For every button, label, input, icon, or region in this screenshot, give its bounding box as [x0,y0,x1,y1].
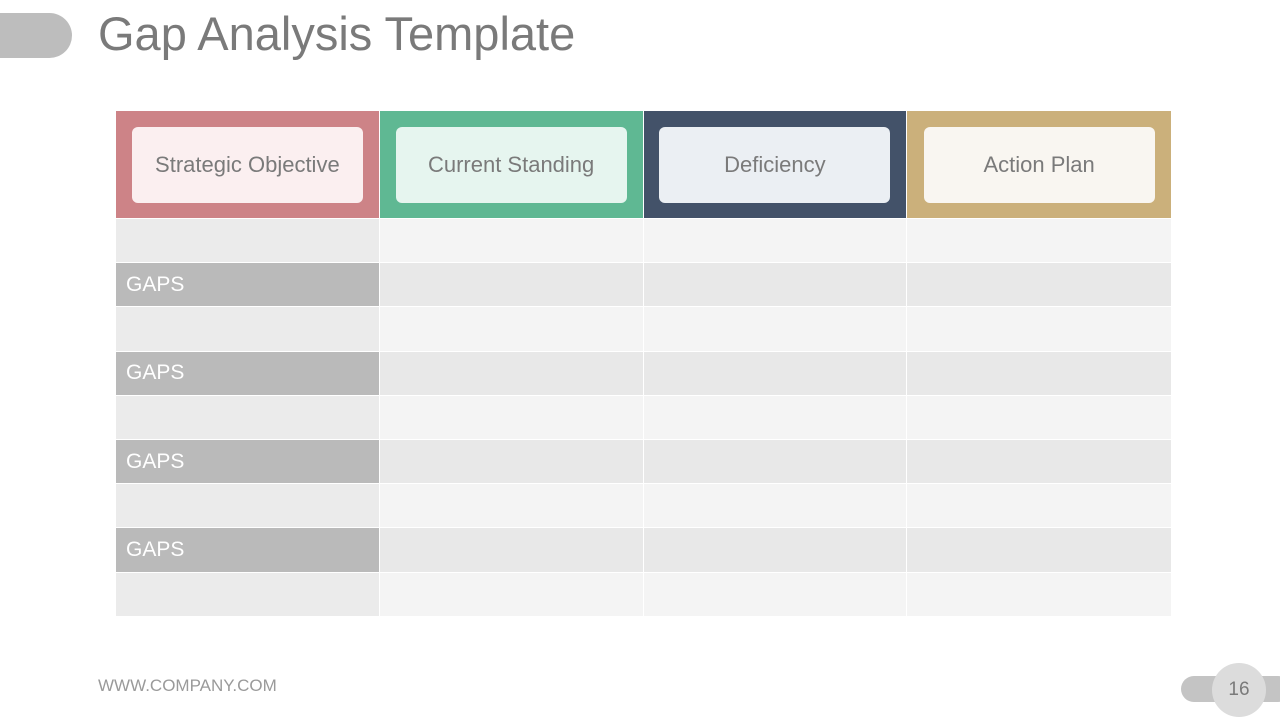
row-label-cell [116,572,380,616]
table-cell [643,528,908,572]
table-cell [643,351,908,395]
gaps-label-cell: GAPS [116,263,380,307]
table-row: GAPS [116,262,1171,307]
table-cell [907,219,1171,263]
header-label-deficiency: Deficiency [659,126,891,203]
table-cell [907,484,1171,528]
table-cell [379,219,644,263]
table-cell [379,395,644,439]
header-cell-action-plan: Action Plan [907,111,1171,218]
header-cell-strategic-objective: Strategic Objective [116,111,380,218]
gaps-label-cell: GAPS [116,528,380,572]
table-cell [643,484,908,528]
footer-website: WWW.COMPANY.COM [98,676,277,695]
header-label-strategic-objective: Strategic Objective [131,126,363,203]
row-label-cell [116,219,380,263]
table-cell [643,219,908,263]
page-number: 16 [1212,663,1266,717]
table-row [116,483,1171,528]
table-cell [907,395,1171,439]
gap-analysis-table: Strategic Objective Current Standing Def… [116,111,1171,616]
table-cell [907,351,1171,395]
table-cell [643,307,908,351]
table-cell [907,439,1171,484]
table-row [116,571,1171,616]
table-cell [379,484,644,528]
row-label-cell [116,395,380,439]
header-cell-current-standing: Current Standing [379,111,644,218]
table-cell [907,572,1171,616]
table-cell [379,307,644,351]
title-accent-tab [0,13,72,58]
table-row: GAPS [116,438,1171,484]
table-row [116,394,1171,439]
table-row: GAPS [116,350,1171,395]
table-cell [379,351,644,395]
table-cell [907,263,1171,307]
table-row: GAPS [116,527,1171,572]
table-cell [643,439,908,484]
header-label-action-plan: Action Plan [923,126,1155,203]
row-label-cell [116,484,380,528]
table-cell [379,572,644,616]
table-cell [907,528,1171,572]
table-cell [643,263,908,307]
row-label-cell [116,307,380,351]
table-cell [379,263,644,307]
table-cell [643,572,908,616]
table-row [116,306,1171,351]
gaps-label-cell: GAPS [116,351,380,395]
table-cell [907,307,1171,351]
page-title: Gap Analysis Template [98,7,576,60]
header-cell-deficiency: Deficiency [643,111,908,218]
table-cell [379,528,644,572]
table-cell [643,395,908,439]
table-row [116,218,1171,263]
table-cell [379,439,644,484]
gaps-label-cell: GAPS [116,439,380,484]
header-label-current-standing: Current Standing [395,126,627,203]
table-header-row: Strategic Objective Current Standing Def… [116,111,1171,218]
